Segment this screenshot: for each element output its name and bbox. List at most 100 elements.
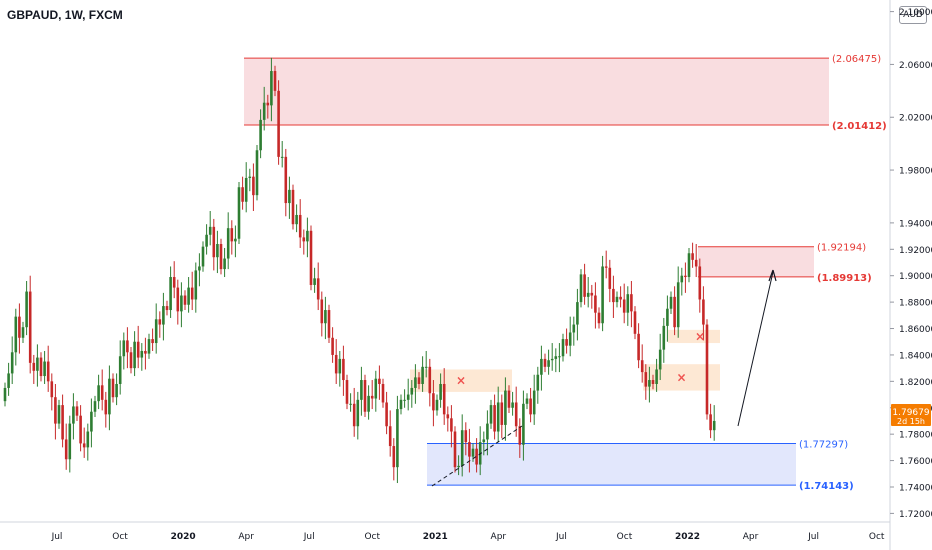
candle-body-194 bbox=[702, 299, 705, 325]
candle-body-148 bbox=[536, 374, 540, 391]
candle-body-52 bbox=[190, 287, 194, 300]
candle-body-185 bbox=[669, 296, 673, 309]
candle-body-163 bbox=[590, 292, 594, 296]
candle-body-77 bbox=[280, 156, 284, 158]
candle-body-105 bbox=[381, 383, 385, 403]
candle-body-36 bbox=[133, 341, 136, 369]
candle-body-184 bbox=[666, 308, 669, 326]
time-tick-label-0: Jul bbox=[51, 532, 63, 542]
candle-body-67 bbox=[244, 177, 248, 202]
candle-body-177 bbox=[640, 360, 644, 373]
price-tick-label-10: 1.92000 bbox=[899, 246, 932, 256]
supply-zone-upper-bottom-label: (2.01412) bbox=[832, 121, 887, 132]
supply-zone-upper-fill bbox=[244, 58, 829, 126]
currency-badge[interactable]: AUD bbox=[899, 6, 927, 24]
candle-body-22 bbox=[82, 443, 86, 448]
candle-body-164 bbox=[594, 295, 597, 313]
candle-body-192 bbox=[694, 259, 698, 267]
price-tick-label-3: 1.78000 bbox=[899, 431, 932, 441]
candle-body-195 bbox=[705, 324, 709, 415]
candle-body-136 bbox=[493, 405, 496, 432]
candle-body-99 bbox=[360, 380, 363, 400]
candle-body-78 bbox=[284, 156, 288, 204]
candle-body-80 bbox=[291, 189, 295, 225]
time-tick-label-2: 2020 bbox=[171, 532, 196, 542]
candle-body-100 bbox=[363, 380, 367, 412]
supply-zone-lower-bottom-label: (1.89913) bbox=[817, 273, 872, 284]
candle-body-4 bbox=[18, 316, 21, 338]
candle-body-112 bbox=[406, 394, 410, 400]
candle-body-37 bbox=[136, 341, 140, 358]
candle-body-32 bbox=[118, 356, 122, 384]
candle-body-119 bbox=[432, 393, 435, 411]
price-axis[interactable]: 1.720001.740001.760001.780001.800001.820… bbox=[890, 8, 932, 520]
candle-body-44 bbox=[162, 306, 165, 325]
candle-body-190 bbox=[687, 253, 691, 278]
candle-body-107 bbox=[388, 426, 392, 447]
candle-body-28 bbox=[104, 399, 108, 415]
candle-body-39 bbox=[144, 350, 147, 354]
candle-body-9 bbox=[36, 357, 39, 371]
candle-body-10 bbox=[39, 357, 43, 377]
candle-body-81 bbox=[295, 214, 298, 225]
demand-zone-fill bbox=[427, 443, 796, 486]
candle-body-116 bbox=[421, 366, 424, 384]
candle-body-120 bbox=[435, 399, 439, 411]
candle-body-191 bbox=[691, 253, 694, 260]
candle-body-188 bbox=[680, 275, 684, 283]
candle-body-40 bbox=[147, 339, 151, 354]
time-tick-label-10: 2022 bbox=[675, 532, 700, 542]
candle-body-46 bbox=[169, 277, 172, 311]
candle-body-178 bbox=[644, 372, 648, 387]
candle-body-121 bbox=[439, 383, 442, 400]
candle-body-50 bbox=[183, 295, 187, 305]
candle-body-168 bbox=[608, 267, 612, 289]
candle-body-62 bbox=[226, 228, 230, 259]
candle-body-181 bbox=[655, 369, 658, 384]
candle-body-118 bbox=[428, 366, 432, 394]
candle-body-49 bbox=[180, 295, 183, 312]
candle-body-151 bbox=[547, 360, 550, 367]
candle-body-137 bbox=[496, 402, 500, 432]
candle-body-169 bbox=[612, 288, 615, 303]
annotations-layer: (2.06475) (2.01412) (1.92194) (1.89913) (1.7… bbox=[431, 54, 887, 492]
candle-body-142 bbox=[514, 402, 518, 427]
price-tick-label-13: 2.02000 bbox=[899, 114, 932, 124]
candle-body-86 bbox=[313, 278, 316, 285]
candle-body-156 bbox=[565, 339, 568, 346]
candle-body-17 bbox=[64, 439, 68, 460]
candle-body-2 bbox=[10, 352, 14, 374]
time-axis[interactable]: Jul Oct 2020 Apr Jul Oct 2021 Apr Jul Oct 2022 Apr J… bbox=[51, 532, 885, 542]
candle-body-170 bbox=[615, 296, 619, 303]
candle-body-84 bbox=[306, 230, 309, 242]
candle-body-114 bbox=[414, 377, 417, 388]
price-tick-label-6: 1.84000 bbox=[899, 351, 932, 361]
failed-zone-mark-2: × bbox=[676, 370, 686, 384]
candle-body-167 bbox=[604, 266, 608, 268]
candle-body-182 bbox=[658, 349, 662, 370]
candle-body-147 bbox=[532, 390, 536, 415]
candle-body-45 bbox=[165, 306, 169, 311]
candle-body-187 bbox=[676, 282, 680, 328]
candle-body-27 bbox=[100, 385, 104, 400]
candle-body-64 bbox=[234, 238, 237, 242]
candle-body-33 bbox=[122, 340, 126, 357]
candle-body-157 bbox=[568, 332, 572, 346]
candle-body-102 bbox=[370, 395, 374, 399]
price-tick-label-1: 1.74000 bbox=[899, 483, 932, 493]
failed-zone-mark-3: × bbox=[695, 329, 705, 343]
candle-body-110 bbox=[399, 399, 403, 410]
candle-body-180 bbox=[651, 380, 655, 384]
candle-body-153 bbox=[554, 356, 558, 359]
candle-body-117 bbox=[424, 366, 428, 368]
candle-body-104 bbox=[378, 378, 381, 384]
candle-body-179 bbox=[648, 380, 651, 387]
candle-body-97 bbox=[352, 403, 356, 427]
candle-body-155 bbox=[561, 339, 565, 357]
demand-zone-bottom-label: (1.74143) bbox=[799, 481, 854, 492]
candle-body-55 bbox=[201, 246, 205, 267]
candle-body-43 bbox=[158, 319, 162, 325]
candle-body-8 bbox=[32, 362, 36, 371]
candle-body-122 bbox=[442, 383, 446, 415]
